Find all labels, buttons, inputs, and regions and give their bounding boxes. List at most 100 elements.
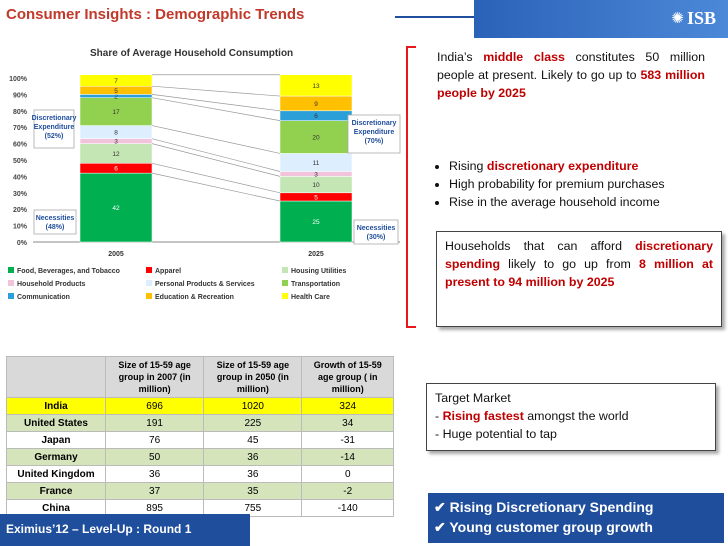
conclusion-item: ✔ Young customer group growth	[434, 519, 653, 535]
connector-line	[151, 162, 281, 194]
legend-swatch	[8, 293, 14, 299]
connector-line	[151, 138, 281, 172]
legend-swatch	[146, 293, 152, 299]
bar-data-label: 11	[313, 160, 320, 167]
middle-class-text: India’s middle class constitutes 50 mill…	[437, 50, 706, 100]
necessities-2005-text: (48%)	[46, 224, 65, 231]
bullet-item: High probability for premium purchases	[449, 175, 723, 193]
target-item: - Rising fastest amongst the world	[435, 409, 629, 423]
bar-segment	[79, 172, 153, 243]
bar-data-label: 3	[314, 171, 318, 178]
target-market-box: Target Market - Rising fastest amongst t…	[426, 383, 716, 451]
isb-logo-icon: ✺	[671, 10, 684, 27]
necessities-2025-text: (30%)	[367, 234, 386, 241]
bar-data-label: 12	[112, 151, 120, 158]
legend-label: Household Products	[17, 281, 86, 288]
legend-swatch	[8, 267, 14, 273]
bar-data-label: 25	[312, 219, 320, 226]
bar-data-label: 3	[114, 139, 118, 146]
bar-segment	[79, 97, 153, 126]
y-tick-label: 90%	[13, 92, 28, 99]
table-header: Size of 15-59 age group in 2050 (in mill…	[203, 356, 303, 398]
footer-bar: Eximius’12 – Level-Up : Round 1	[0, 514, 250, 546]
connector-line	[151, 143, 281, 177]
check-icon: ✔	[434, 519, 446, 535]
legend-label: Health Care	[291, 294, 330, 301]
age-group-table: Size of 15-59 age group in 2007 (in mill…	[6, 356, 394, 517]
legend-swatch	[282, 267, 288, 273]
legend-label: Education & Recreation	[155, 294, 234, 301]
bar-segment	[279, 74, 353, 97]
connector-line	[151, 94, 281, 112]
discretionary-2005-text: Expenditure	[34, 124, 75, 131]
y-tick-label: 20%	[13, 207, 28, 214]
y-tick-label: 50%	[13, 158, 28, 165]
target-item: - Huge potential to tap	[435, 427, 557, 441]
bar-data-label: 17	[112, 109, 120, 116]
bar-data-label: 2	[114, 94, 118, 101]
legend-swatch	[146, 267, 152, 273]
discretionary-2025-box	[347, 114, 401, 154]
legend-swatch	[8, 280, 14, 286]
discretionary-2005-box	[33, 109, 75, 149]
logo-text: ISB	[686, 8, 716, 28]
necessities-2005-text: Necessities	[36, 215, 75, 222]
bar-data-label: 9	[314, 101, 318, 108]
y-tick-label: 40%	[13, 174, 28, 181]
conclusion-item: ✔ Rising Discretionary Spending	[434, 499, 654, 515]
bullet-item: Rising discretionary expenditure	[449, 157, 723, 175]
y-tick-label: 10%	[13, 224, 28, 231]
bar-data-label: 6	[314, 113, 318, 120]
bar-data-label: 42	[112, 205, 120, 212]
discretionary-2025-text: Discretionary	[352, 120, 397, 127]
necessities-2025-box	[353, 219, 399, 245]
bar-data-label: 7	[114, 78, 118, 85]
bar-data-label: 5	[114, 88, 118, 95]
y-tick-label: 80%	[13, 109, 28, 116]
bar-segment	[279, 120, 353, 154]
target-title: Target Market	[435, 391, 511, 405]
legend-label: Housing Utilities	[291, 268, 346, 275]
check-icon: ✔	[434, 499, 446, 515]
table-row: Japan 76 45 -31	[6, 431, 394, 449]
connector-line	[151, 172, 281, 202]
bar-data-label: 20	[312, 135, 320, 142]
y-tick-label: 60%	[13, 142, 28, 149]
table-row: United Kingdom 36 36 0	[6, 465, 394, 483]
legend-label: Food, Beverages, and Tobacco	[17, 268, 120, 275]
title-rule	[395, 16, 475, 18]
connector-line	[151, 97, 281, 121]
y-tick-label: 70%	[13, 125, 28, 132]
y-tick-label: 100%	[9, 76, 28, 83]
bar-data-label: 10	[312, 182, 320, 189]
legend-label: Personal Products & Services	[155, 281, 255, 288]
bullet-item: Rise in the average household income	[449, 193, 723, 211]
necessities-2025-text: Necessities	[357, 225, 396, 232]
necessities-2005-box	[33, 209, 77, 235]
discretionary-2025-text: Expenditure	[354, 129, 395, 136]
chart-title: Share of Average Household Consumption	[90, 48, 294, 59]
legend-swatch	[282, 280, 288, 286]
table-header	[6, 356, 106, 398]
conclusion-box: ✔ Rising Discretionary Spending ✔ Young …	[428, 493, 724, 543]
table-row: India 696 1020 324	[6, 397, 394, 415]
page-title: Consumer Insights : Demographic Trends	[6, 6, 305, 23]
bar-data-label: 5	[314, 194, 318, 201]
table-row: France 37 35 -2	[6, 482, 394, 500]
legend-swatch	[146, 280, 152, 286]
table-header: Size of 15-59 age group in 2007 (in mill…	[104, 356, 205, 398]
bar-data-label: 13	[312, 83, 320, 90]
red-brace	[406, 46, 416, 328]
connector-line	[151, 125, 281, 154]
bullet-list: Rising discretionary expenditure High pr…	[433, 157, 723, 211]
bar-data-label: 6	[114, 166, 118, 173]
bar-data-label: 8	[114, 130, 118, 137]
bar-segment	[279, 200, 353, 243]
legend-label: Apparel	[155, 268, 181, 275]
table-row: United States 191 225 34	[6, 414, 394, 432]
table-row: Germany 50 36 -14	[6, 448, 394, 466]
y-tick-label: 0%	[17, 240, 28, 247]
x-tick-label: 2005	[108, 251, 124, 258]
legend-label: Communication	[17, 294, 70, 301]
legend-label: Transportation	[291, 281, 340, 288]
